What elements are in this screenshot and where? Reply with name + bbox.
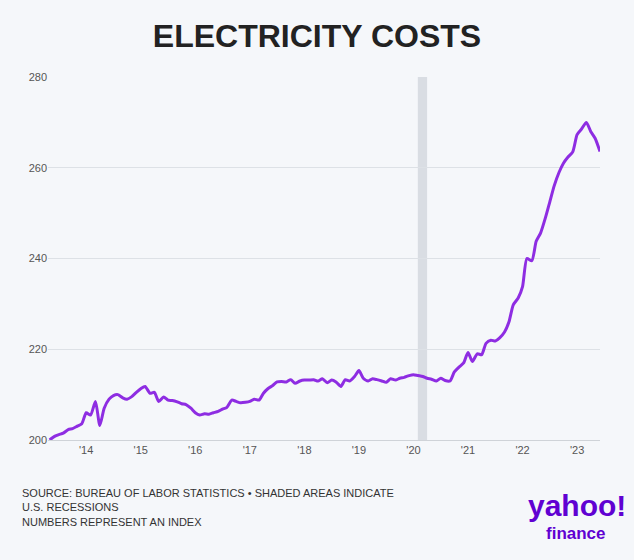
svg-text:'17: '17	[243, 444, 257, 456]
svg-text:240: 240	[29, 252, 47, 264]
svg-text:'15: '15	[134, 444, 148, 456]
svg-text:'20: '20	[406, 444, 420, 456]
svg-text:'19: '19	[352, 444, 366, 456]
svg-text:'14: '14	[79, 444, 93, 456]
svg-text:'16: '16	[188, 444, 202, 456]
svg-text:finance: finance	[546, 524, 606, 543]
svg-text:'22: '22	[515, 444, 529, 456]
svg-text:SOURCE: BUREAU OF LABOR STATIS: SOURCE: BUREAU OF LABOR STATISTICS • SHA…	[22, 487, 394, 528]
svg-text:'18: '18	[297, 444, 311, 456]
svg-text:200: 200	[29, 434, 47, 446]
svg-text:220: 220	[29, 343, 47, 355]
svg-text:'23: '23	[570, 444, 584, 456]
svg-text:280: 280	[29, 71, 47, 83]
svg-text:'21: '21	[461, 444, 475, 456]
svg-text:yahoo!: yahoo!	[528, 489, 626, 522]
svg-text:ELECTRICITY COSTS: ELECTRICITY COSTS	[153, 18, 481, 54]
svg-text:260: 260	[29, 162, 47, 174]
